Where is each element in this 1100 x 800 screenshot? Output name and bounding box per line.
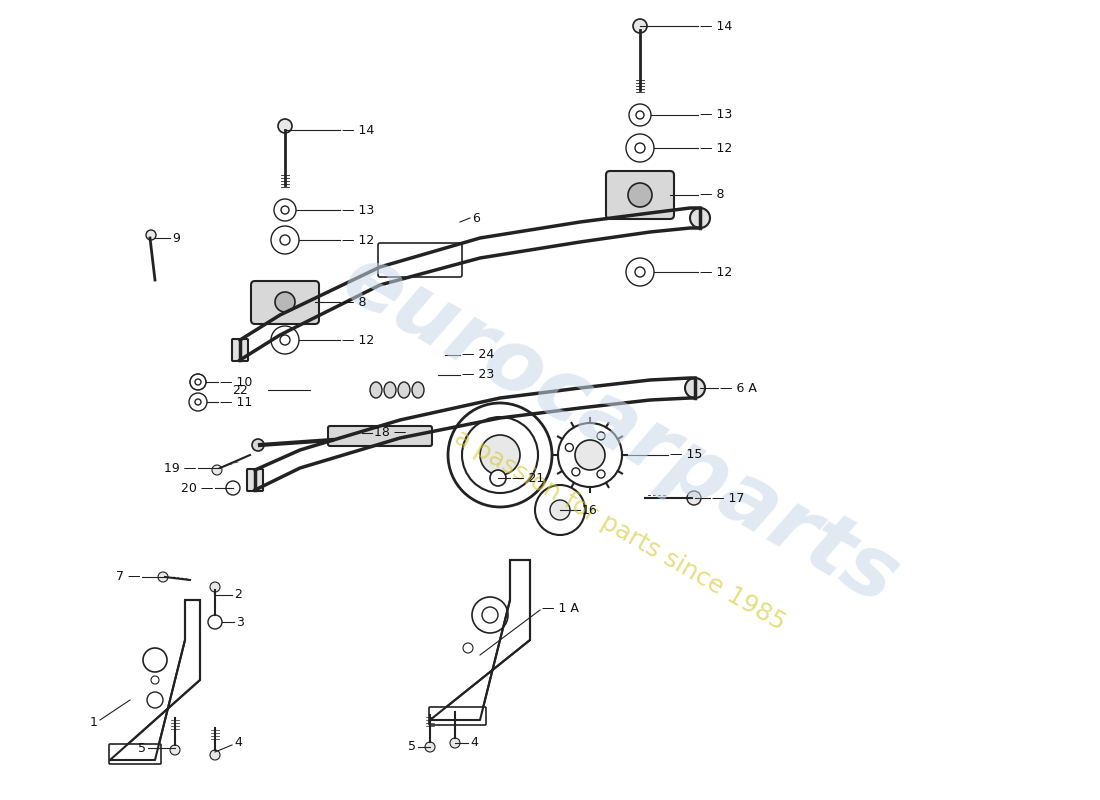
Circle shape xyxy=(274,199,296,221)
Circle shape xyxy=(597,470,605,478)
Circle shape xyxy=(170,745,180,755)
Text: — 12: — 12 xyxy=(342,234,374,246)
Text: 5: 5 xyxy=(138,742,146,754)
FancyBboxPatch shape xyxy=(606,171,674,219)
FancyBboxPatch shape xyxy=(251,281,319,324)
FancyBboxPatch shape xyxy=(109,744,161,764)
Text: — 13: — 13 xyxy=(700,109,733,122)
Circle shape xyxy=(425,742,435,752)
Circle shape xyxy=(195,399,201,405)
Text: eurocarparts: eurocarparts xyxy=(328,237,913,623)
Text: 20 —: 20 — xyxy=(180,482,213,494)
Text: 1: 1 xyxy=(90,715,98,729)
Text: 18 —: 18 — xyxy=(374,426,406,439)
Polygon shape xyxy=(430,560,530,720)
Circle shape xyxy=(690,208,710,228)
Text: a passion for parts since 1985: a passion for parts since 1985 xyxy=(450,425,790,635)
Ellipse shape xyxy=(412,382,424,398)
Circle shape xyxy=(280,235,290,245)
Circle shape xyxy=(636,111,644,119)
Circle shape xyxy=(490,470,506,486)
Text: — 12: — 12 xyxy=(342,334,374,346)
Circle shape xyxy=(271,226,299,254)
Ellipse shape xyxy=(398,382,410,398)
Text: 5: 5 xyxy=(408,741,416,754)
FancyBboxPatch shape xyxy=(328,426,432,446)
Text: — 1 A: — 1 A xyxy=(542,602,579,614)
Text: 19 —: 19 — xyxy=(164,462,196,474)
Text: 6: 6 xyxy=(472,211,480,225)
Circle shape xyxy=(635,143,645,153)
Text: — 15: — 15 xyxy=(670,449,703,462)
Circle shape xyxy=(628,183,652,207)
Circle shape xyxy=(275,292,295,312)
Circle shape xyxy=(195,379,201,385)
Circle shape xyxy=(280,335,290,345)
Text: — 13: — 13 xyxy=(342,203,374,217)
Circle shape xyxy=(448,403,552,507)
Circle shape xyxy=(280,206,289,214)
Text: — 8: — 8 xyxy=(342,295,366,309)
Circle shape xyxy=(146,230,156,240)
Circle shape xyxy=(558,423,622,487)
Circle shape xyxy=(635,267,645,277)
Ellipse shape xyxy=(370,382,382,398)
Text: — 10: — 10 xyxy=(220,375,252,389)
Circle shape xyxy=(226,481,240,495)
FancyBboxPatch shape xyxy=(429,707,486,725)
Text: 2: 2 xyxy=(234,589,242,602)
Circle shape xyxy=(565,443,573,451)
Circle shape xyxy=(597,432,605,440)
Circle shape xyxy=(212,465,222,475)
Text: — 6 A: — 6 A xyxy=(720,382,757,394)
Text: — 17: — 17 xyxy=(712,491,745,505)
Circle shape xyxy=(271,326,299,354)
Text: — 12: — 12 xyxy=(700,266,733,278)
Text: — 12: — 12 xyxy=(700,142,733,154)
Circle shape xyxy=(190,374,206,390)
Text: — 11: — 11 xyxy=(220,395,252,409)
Circle shape xyxy=(632,19,647,33)
Circle shape xyxy=(252,439,264,451)
Text: — 14: — 14 xyxy=(342,123,374,137)
Text: 3: 3 xyxy=(236,615,244,629)
Text: — 14: — 14 xyxy=(700,19,733,33)
Circle shape xyxy=(278,119,292,133)
FancyBboxPatch shape xyxy=(232,339,248,361)
Circle shape xyxy=(626,134,654,162)
FancyBboxPatch shape xyxy=(248,469,263,491)
Circle shape xyxy=(688,491,701,505)
Circle shape xyxy=(572,468,580,476)
Text: 7 —: 7 — xyxy=(116,570,140,583)
Circle shape xyxy=(208,615,222,629)
Polygon shape xyxy=(110,600,200,760)
Circle shape xyxy=(480,435,520,475)
Circle shape xyxy=(158,572,168,582)
Text: — 21: — 21 xyxy=(512,471,544,485)
Circle shape xyxy=(629,104,651,126)
Text: — 24: — 24 xyxy=(462,349,494,362)
Circle shape xyxy=(626,258,654,286)
Circle shape xyxy=(685,378,705,398)
Text: 4: 4 xyxy=(234,737,242,750)
Circle shape xyxy=(535,485,585,535)
Text: 9: 9 xyxy=(172,231,180,245)
Text: 4: 4 xyxy=(470,737,477,750)
Ellipse shape xyxy=(384,382,396,398)
Circle shape xyxy=(210,582,220,592)
Circle shape xyxy=(189,393,207,411)
Text: 16: 16 xyxy=(582,503,597,517)
Circle shape xyxy=(210,750,220,760)
Circle shape xyxy=(575,440,605,470)
Circle shape xyxy=(450,738,460,748)
Circle shape xyxy=(550,500,570,520)
Text: 22: 22 xyxy=(232,383,248,397)
Text: — 23: — 23 xyxy=(462,369,494,382)
Text: — 8: — 8 xyxy=(700,189,725,202)
